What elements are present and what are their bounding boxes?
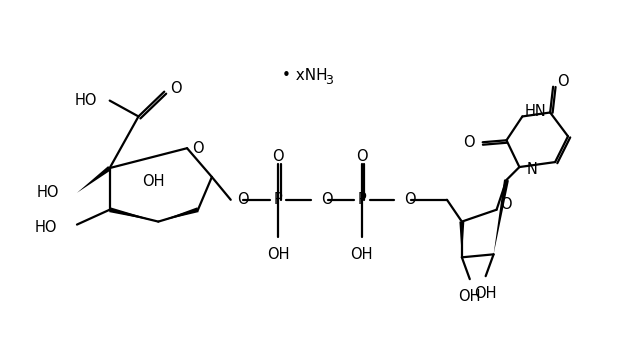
Text: O: O (321, 192, 333, 207)
Text: N: N (526, 162, 537, 176)
Polygon shape (77, 166, 111, 193)
Text: • xNH: • xNH (282, 68, 328, 83)
Text: OH: OH (267, 247, 289, 262)
Text: HO: HO (35, 220, 57, 235)
Text: OH: OH (458, 289, 481, 304)
Text: O: O (192, 141, 204, 156)
Polygon shape (109, 207, 158, 221)
Text: HO: HO (36, 185, 59, 200)
Text: O: O (273, 149, 284, 164)
Text: O: O (500, 197, 512, 212)
Text: OH: OH (351, 247, 373, 262)
Text: HN: HN (524, 104, 546, 119)
Text: O: O (356, 149, 367, 164)
Text: P: P (274, 192, 283, 207)
Polygon shape (158, 207, 198, 221)
Text: 3: 3 (325, 74, 333, 87)
Text: P: P (357, 192, 366, 207)
Text: O: O (404, 192, 416, 207)
Polygon shape (493, 180, 509, 254)
Text: OH: OH (474, 286, 497, 301)
Text: OH: OH (142, 174, 164, 189)
Text: O: O (463, 135, 475, 150)
Text: O: O (170, 81, 182, 96)
Text: O: O (237, 192, 248, 207)
Text: O: O (557, 74, 569, 89)
Polygon shape (460, 221, 465, 257)
Text: HO: HO (74, 93, 97, 108)
